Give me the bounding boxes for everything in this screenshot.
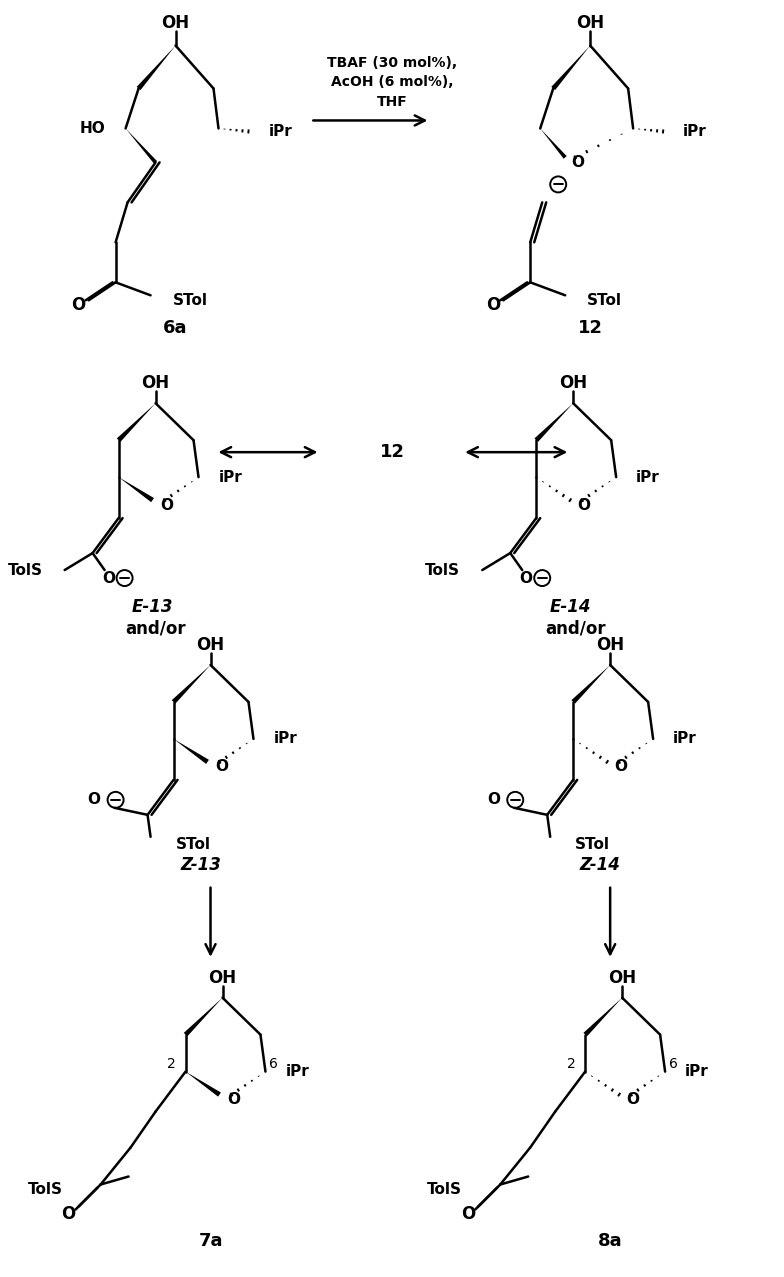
Text: iPr: iPr <box>219 470 242 485</box>
Text: TolS: TolS <box>425 563 460 577</box>
Polygon shape <box>183 997 223 1037</box>
Text: OH: OH <box>141 374 169 392</box>
Text: O: O <box>215 760 228 774</box>
Polygon shape <box>125 129 157 163</box>
Text: and/or: and/or <box>125 619 186 637</box>
Text: OH: OH <box>559 374 587 392</box>
Polygon shape <box>186 1071 221 1097</box>
Text: O: O <box>61 1205 76 1223</box>
Polygon shape <box>117 404 155 442</box>
Text: iPr: iPr <box>683 124 707 139</box>
Text: O: O <box>102 571 115 586</box>
Text: TBAF (30 mol%),: TBAF (30 mol%), <box>327 55 457 69</box>
Text: and/or: and/or <box>545 619 605 637</box>
Text: STol: STol <box>587 292 622 308</box>
Polygon shape <box>572 665 610 704</box>
Text: TolS: TolS <box>427 1183 463 1197</box>
Text: OH: OH <box>576 14 604 32</box>
Polygon shape <box>172 665 211 704</box>
Text: 7a: 7a <box>198 1232 223 1250</box>
Text: E-14: E-14 <box>550 598 591 616</box>
Text: O: O <box>88 792 100 807</box>
Text: Z-14: Z-14 <box>579 856 621 873</box>
Text: STol: STol <box>176 838 211 852</box>
Text: HO: HO <box>80 121 106 135</box>
Polygon shape <box>540 129 567 158</box>
Text: OH: OH <box>209 969 237 987</box>
Text: OH: OH <box>608 969 636 987</box>
Text: O: O <box>487 792 500 807</box>
Text: O: O <box>520 571 533 586</box>
Text: STol: STol <box>575 838 610 852</box>
Text: iPr: iPr <box>673 732 697 747</box>
Text: STol: STol <box>172 292 208 308</box>
Text: TolS: TolS <box>27 1183 63 1197</box>
Text: 6a: 6a <box>163 319 188 337</box>
Text: iPr: iPr <box>268 124 292 139</box>
Text: iPr: iPr <box>636 470 660 485</box>
Text: O: O <box>615 760 628 774</box>
Text: O: O <box>486 296 500 314</box>
Text: 2: 2 <box>567 1056 575 1070</box>
Text: O: O <box>578 498 590 512</box>
Text: AcOH (6 mol%),: AcOH (6 mol%), <box>331 75 454 89</box>
Text: OH: OH <box>596 636 624 654</box>
Text: 12: 12 <box>578 319 603 337</box>
Text: iPr: iPr <box>274 732 297 747</box>
Polygon shape <box>173 739 209 764</box>
Polygon shape <box>118 478 154 502</box>
Polygon shape <box>535 404 573 442</box>
Polygon shape <box>136 46 176 91</box>
Polygon shape <box>583 997 622 1037</box>
Text: O: O <box>461 1205 475 1223</box>
Polygon shape <box>551 46 590 91</box>
Text: 12: 12 <box>380 443 405 461</box>
Text: OH: OH <box>197 636 224 654</box>
Text: 6: 6 <box>669 1056 677 1070</box>
Text: 6: 6 <box>269 1056 278 1070</box>
Text: O: O <box>626 1092 640 1107</box>
Text: iPr: iPr <box>685 1064 709 1079</box>
Text: iPr: iPr <box>285 1064 309 1079</box>
Text: OH: OH <box>162 14 190 32</box>
Text: O: O <box>160 498 173 512</box>
Text: O: O <box>71 296 85 314</box>
Text: 8a: 8a <box>598 1232 622 1250</box>
Text: O: O <box>572 155 585 170</box>
Text: 2: 2 <box>167 1056 176 1070</box>
Text: THF: THF <box>377 96 408 110</box>
Text: Z-13: Z-13 <box>180 856 221 873</box>
Text: TolS: TolS <box>8 563 42 577</box>
Text: E-13: E-13 <box>132 598 173 616</box>
Text: O: O <box>227 1092 240 1107</box>
